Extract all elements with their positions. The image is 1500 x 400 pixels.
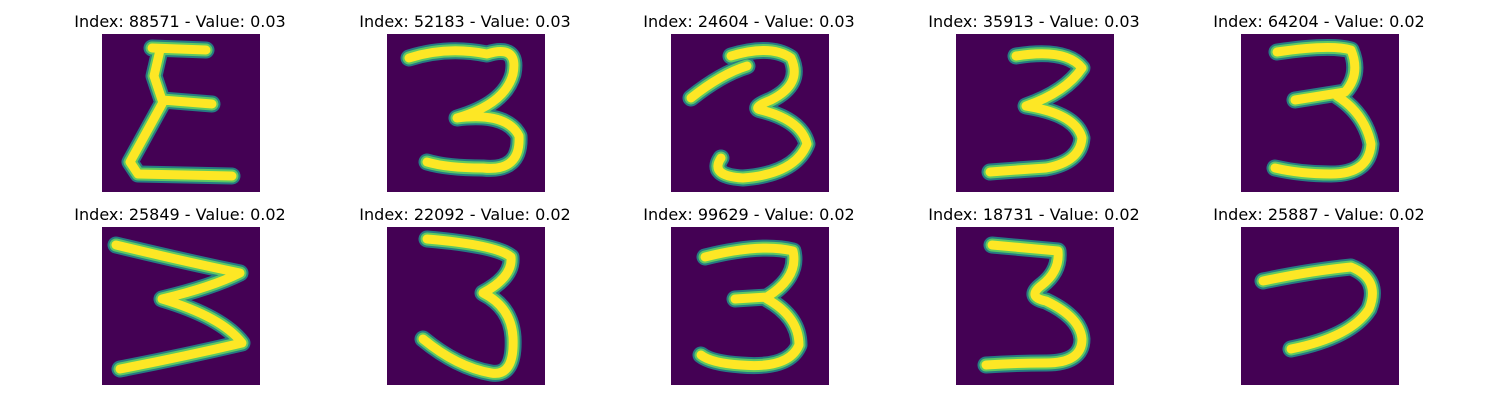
digit-panel-10: Index: 25887 - Value: 0.02	[1179, 205, 1459, 395]
panel-title: Index: 35913 - Value: 0.03	[928, 12, 1140, 31]
digit-stroke	[107, 236, 251, 378]
digit-stroke	[682, 41, 816, 187]
digit-panel-3: Index: 24604 - Value: 0.03	[609, 12, 889, 202]
digit-panel-4: Index: 35913 - Value: 0.03	[894, 12, 1174, 202]
panel-title: Index: 88571 - Value: 0.03	[74, 12, 286, 31]
digit-stroke	[400, 42, 528, 177]
digit-image	[671, 227, 829, 385]
digit-panel-6: Index: 25849 - Value: 0.02	[40, 205, 320, 395]
digit-image	[1241, 227, 1399, 385]
digit-image	[102, 227, 260, 385]
digit-stroke	[121, 39, 241, 185]
digit-image	[1241, 34, 1399, 192]
digit-image	[102, 34, 260, 192]
panel-title: Index: 25887 - Value: 0.02	[1213, 205, 1425, 224]
panel-title: Index: 25849 - Value: 0.02	[74, 205, 286, 224]
panel-title: Index: 18731 - Value: 0.02	[928, 205, 1140, 224]
panel-title: Index: 52183 - Value: 0.03	[359, 12, 571, 31]
digit-image	[956, 227, 1114, 385]
panel-title: Index: 64204 - Value: 0.02	[1213, 12, 1425, 31]
digit-stroke	[1254, 258, 1381, 358]
digit-stroke	[414, 230, 522, 382]
digit-panel-5: Index: 64204 - Value: 0.02	[1179, 12, 1459, 202]
panel-title: Index: 99629 - Value: 0.02	[643, 205, 855, 224]
digit-panel-2: Index: 52183 - Value: 0.03	[325, 12, 605, 202]
digit-stroke	[981, 45, 1091, 181]
digit-stroke	[977, 236, 1091, 374]
digit-image	[387, 227, 545, 385]
digit-panel-9: Index: 18731 - Value: 0.02	[894, 205, 1174, 395]
digit-image	[956, 34, 1114, 192]
panel-title: Index: 24604 - Value: 0.03	[643, 12, 855, 31]
digit-image	[387, 34, 545, 192]
digit-panel-7: Index: 22092 - Value: 0.02	[325, 205, 605, 395]
digit-panel-1: Index: 88571 - Value: 0.03	[40, 12, 320, 202]
digit-image	[671, 34, 829, 192]
digit-panel-8: Index: 99629 - Value: 0.02	[609, 205, 889, 395]
digit-stroke	[692, 239, 808, 375]
digit-stroke	[1266, 38, 1380, 183]
panel-title: Index: 22092 - Value: 0.02	[359, 205, 571, 224]
